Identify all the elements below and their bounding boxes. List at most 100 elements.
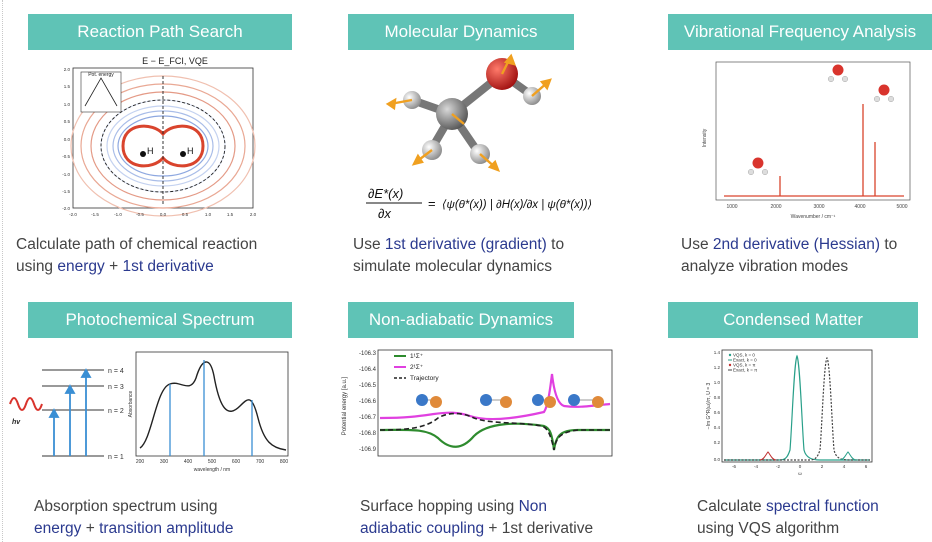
y-tick: -1.0 (62, 172, 70, 177)
caption-text: Surface hopping using (360, 498, 519, 515)
y-axis-label: Intensity (702, 128, 708, 147)
caption-text: Use (353, 236, 385, 253)
caption-text: to (546, 236, 565, 253)
caption-highlight: 1st derivative (gradient) (384, 236, 547, 253)
caption-line: energy + transition amplitude (34, 518, 234, 540)
caption-highlight: Non (518, 498, 547, 515)
caption-highlight: spectral function (765, 498, 879, 515)
caption-line: Calculate path of chemical reaction (16, 236, 258, 253)
caption-text: Calculate (697, 498, 766, 515)
x-tick: 0 (799, 464, 802, 469)
x-tick: -2 (776, 464, 780, 469)
y-tick: 1.0 (64, 102, 71, 107)
molecule-pair-icon (416, 394, 604, 408)
svg-text:=: = (428, 196, 436, 211)
caption-line: Use 2nd derivative (Hessian) to (681, 234, 932, 256)
header-label: Photochemical Spectrum (65, 310, 255, 329)
header-label: Reaction Path Search (77, 22, 243, 41)
caption-reaction-path: Calculate path of chemical reaction usin… (16, 234, 257, 278)
legend-entry: Trajectory (410, 375, 439, 382)
legend-entry: VQS, k = 0 (733, 353, 755, 358)
x-tick: 700 (256, 459, 265, 465)
caption-line: Surface hopping using Non (360, 496, 593, 518)
header-label: Condensed Matter (723, 310, 863, 329)
caption-text: + 1st derivative (484, 520, 594, 537)
y-axis-label: Potential energy [a.u.] (342, 376, 348, 435)
caption-highlight: energy (57, 258, 105, 275)
y-tick: 0.0 (64, 137, 71, 142)
x-tick: -1.5 (91, 212, 99, 217)
y-axis-label: Absorbance (128, 390, 134, 417)
header-condensed-matter: Condensed Matter (668, 302, 918, 338)
y-tick: -2.0 (62, 206, 70, 211)
caption-condensed-matter: Calculate spectral function using VQS al… (697, 496, 879, 540)
y-tick: 1.2 (714, 365, 721, 370)
equation-lhs-denominator: ∂x (378, 206, 391, 221)
caption-highlight: adiabatic coupling (360, 520, 485, 537)
header-label: Non-adiabatic Dynamics (368, 310, 554, 329)
header-photochemical-spectrum: Photochemical Spectrum (28, 302, 292, 338)
y-tick: 0.2 (714, 440, 721, 445)
y-tick: -106.7 (359, 415, 377, 421)
legend-entry: Exact, k = 0 (733, 358, 757, 363)
legend-entry: VQS, k = π (733, 363, 756, 368)
x-tick: 2000 (770, 204, 781, 210)
x-tick: -4 (754, 464, 758, 469)
caption-text: + (81, 520, 100, 537)
x-tick: 1000 (726, 204, 737, 210)
x-tick: 500 (208, 459, 217, 465)
y-tick: -106.4 (359, 367, 377, 373)
legend-entry: 2¹Σ⁺ (410, 364, 423, 371)
non-adiabatic-figure: 1¹Σ⁺ 2¹Σ⁺ Trajectory -106.3 -106.4 -106.… (342, 349, 613, 457)
header-label: Molecular Dynamics (384, 22, 538, 41)
caption-line: Absorption spectrum using (34, 498, 218, 515)
caption-molecular-dynamics: Use 1st derivative (gradient) to simulat… (353, 234, 564, 278)
y-axis-label: −Im G^R(ω)/π, U = 3 (706, 382, 712, 429)
y-tick: -106.8 (359, 431, 377, 437)
y-tick: 0.6 (714, 410, 721, 415)
x-tick: 5000 (896, 204, 907, 210)
caption-vibrational: Use 2nd derivative (Hessian) to analyze … (681, 234, 932, 278)
y-tick: 0.8 (714, 395, 721, 400)
x-axis-label: Wavenumber / cm⁻¹ (791, 214, 836, 220)
x-tick: 1.0 (205, 212, 212, 217)
photochemical-spectrum-figure: n = 4 n = 3 n = 2 n = 1 hv 200 300 400 5… (9, 351, 289, 473)
equation-lhs: ∂E*(x) (368, 186, 403, 201)
x-tick: 0.5 (182, 212, 189, 217)
y-tick: -106.5 (359, 383, 377, 389)
spectral-function-figure: VQS, k = 0 Exact, k = 0 VQS, k = π Exact… (706, 349, 873, 476)
caption-highlight: energy (34, 520, 82, 537)
atom-label-h1: H (147, 146, 154, 156)
x-tick: 200 (136, 459, 145, 465)
level-label: n = 2 (108, 408, 124, 415)
level-label: n = 1 (108, 454, 124, 461)
caption-highlight: 1st derivative (122, 258, 214, 275)
x-tick: 600 (232, 459, 241, 465)
header-molecular-dynamics: Molecular Dynamics (348, 14, 574, 50)
caption-non-adiabatic: Surface hopping using Non adiabatic coup… (360, 496, 593, 540)
x-tick: -2.0 (69, 212, 77, 217)
reaction-path-contour-figure: E − E_FCI, VQE H H Pot. energy -2.0 -1.5… (62, 56, 256, 217)
photon-wave-icon (9, 397, 43, 411)
x-tick: -1.0 (114, 212, 122, 217)
x-tick: -0.5 (136, 212, 144, 217)
caption-line: analyze vibration modes (681, 258, 849, 275)
y-tick: 1.0 (714, 380, 721, 385)
y-tick: 2.0 (64, 67, 71, 72)
x-tick: 6 (865, 464, 868, 469)
molecular-dynamics-figure: ∂E*(x) ∂x = ⟨ψ(θ*(x)) | ∂H(x)/∂x | ψ(θ*(… (366, 53, 592, 221)
x-tick: 400 (184, 459, 193, 465)
x-tick: 800 (280, 459, 289, 465)
water-molecule-icon (832, 64, 844, 76)
y-tick: 0.0 (714, 457, 721, 462)
x-axis-label: ω (798, 471, 802, 476)
y-tick: -106.3 (359, 351, 377, 357)
atom-label-h2: H (187, 146, 194, 156)
header-label: Vibrational Frequency Analysis (683, 22, 917, 41)
vibrational-spectrum-figure: 1000 2000 3000 4000 5000 Wavenumber / cm… (702, 61, 911, 220)
fig1-title: E − E_FCI, VQE (142, 56, 208, 66)
y-tick: 0.4 (714, 425, 721, 430)
caption-line: adiabatic coupling + 1st derivative (360, 518, 593, 540)
caption-highlight: transition amplitude (99, 520, 234, 537)
